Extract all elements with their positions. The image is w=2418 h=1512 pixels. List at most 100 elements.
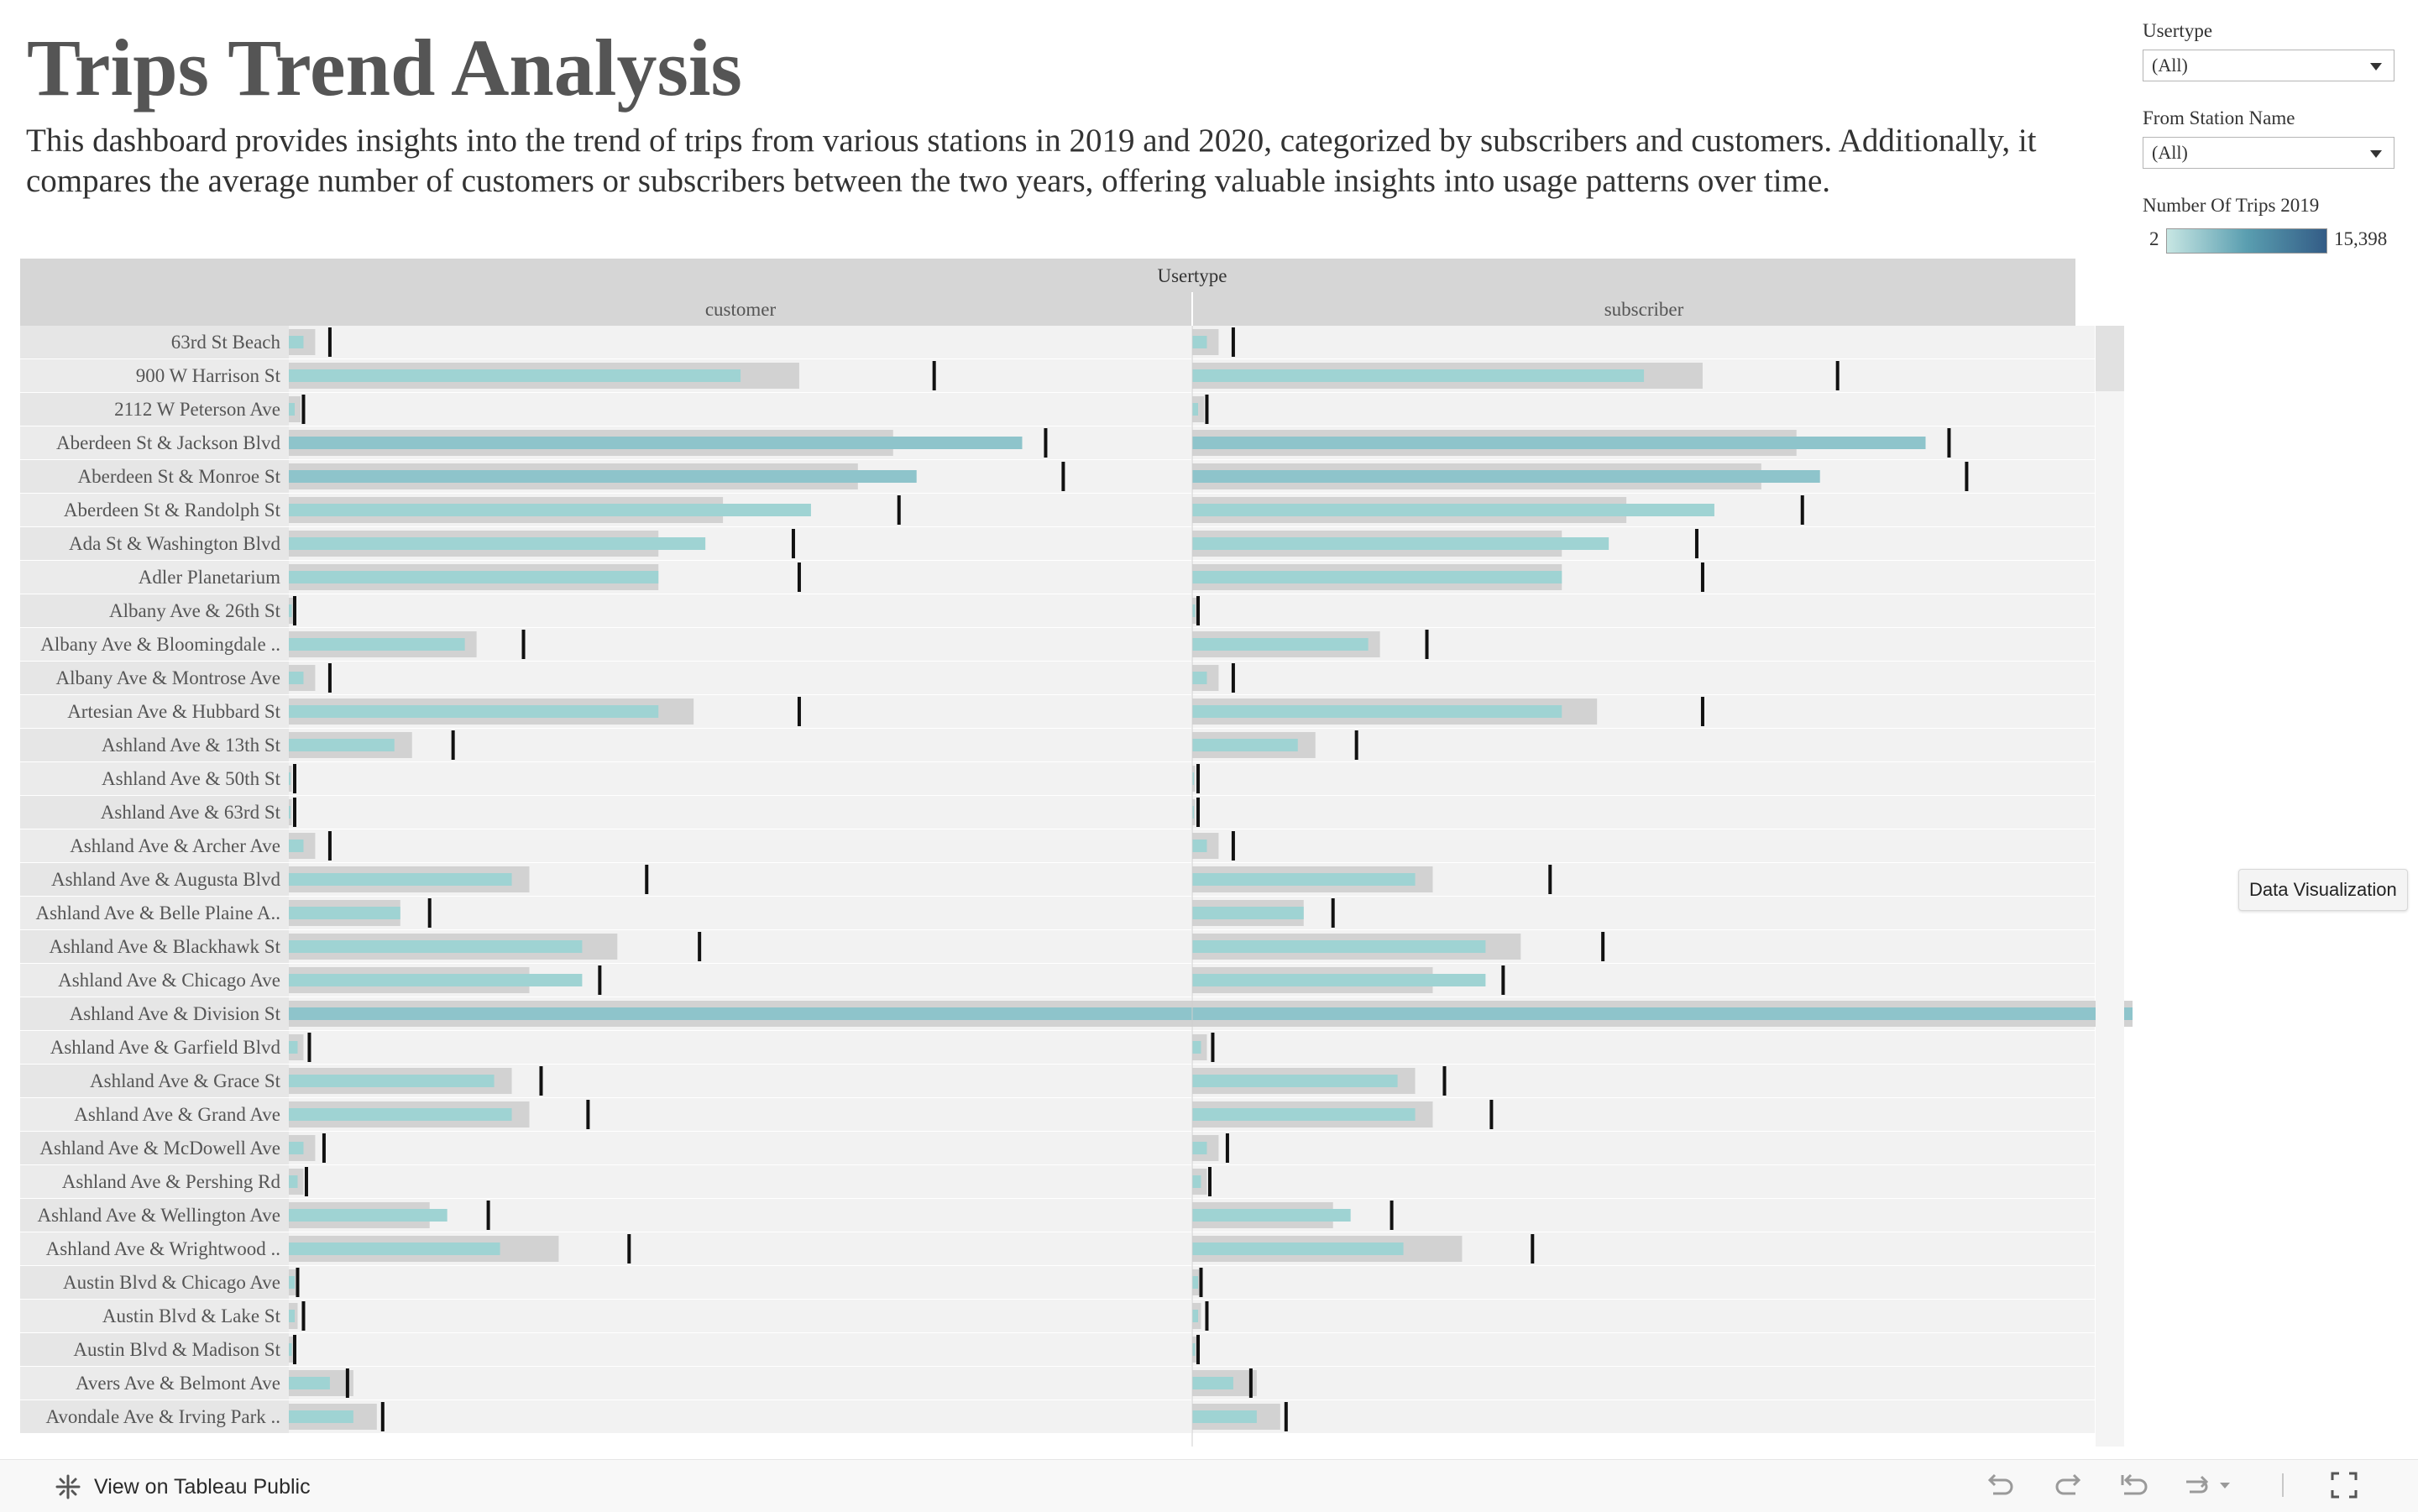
trips-bar-chart[interactable]: Usertype customer subscriber 63rd St Beach 9… bbox=[0, 259, 2133, 1447]
reference-line-customer bbox=[1061, 462, 1065, 491]
bar-cell bbox=[1192, 1165, 2095, 1198]
bar-2019-subscriber bbox=[1192, 504, 1714, 516]
station-label: Albany Ave & Montrose Ave bbox=[56, 667, 280, 688]
reference-line-customer bbox=[539, 1066, 543, 1096]
row-label-cell bbox=[20, 897, 289, 929]
usertype-filter-value: (All) bbox=[2152, 55, 2188, 76]
usertype-filter-dropdown[interactable]: (All) bbox=[2143, 50, 2394, 81]
row-label-cell bbox=[20, 1098, 289, 1131]
row-label-cell bbox=[20, 1333, 289, 1366]
bar-cell bbox=[289, 1367, 1191, 1400]
bar-2019-subscriber bbox=[1192, 403, 1198, 416]
bar-2019-customer bbox=[289, 873, 512, 886]
data-visualization-tooltip: Data Visualization bbox=[2238, 869, 2408, 911]
bar-2019-subscriber bbox=[1192, 1175, 1201, 1188]
reference-line-subscriber bbox=[1425, 630, 1429, 659]
station-label: Ashland Ave & 63rd St bbox=[101, 802, 281, 823]
station-label: Albany Ave & Bloomingdale .. bbox=[40, 634, 280, 655]
station-label: 900 W Harrison St bbox=[136, 365, 281, 386]
refresh-icon[interactable] bbox=[2181, 1470, 2235, 1500]
bar-2019-subscriber bbox=[1192, 336, 1207, 348]
bar-cell bbox=[289, 326, 1191, 358]
bar-2019-subscriber bbox=[1192, 470, 1820, 483]
reference-line-subscriber bbox=[1331, 898, 1335, 928]
station-label: Avondale Ave & Irving Park .. bbox=[45, 1406, 280, 1427]
bar-2019-subscriber bbox=[1192, 537, 1609, 550]
bar-cell bbox=[1192, 594, 2095, 627]
bar-cell bbox=[1192, 1333, 2095, 1366]
bar-2019-customer bbox=[289, 403, 295, 416]
row-label-cell bbox=[20, 359, 289, 392]
reference-line-customer bbox=[586, 1100, 590, 1129]
chart-vertical-scrollbar[interactable] bbox=[2096, 326, 2124, 1447]
bar-2019-subscriber bbox=[1192, 1075, 1398, 1087]
reference-line-customer bbox=[327, 831, 332, 861]
row-label-cell bbox=[20, 829, 289, 862]
fullscreen-icon[interactable] bbox=[2329, 1470, 2359, 1500]
view-on-tableau-public-link[interactable]: View on Tableau Public bbox=[54, 1472, 311, 1502]
bar-cell bbox=[289, 594, 1191, 627]
row-label-cell bbox=[20, 1400, 289, 1433]
reference-line-customer bbox=[932, 361, 936, 390]
row-label-cell bbox=[20, 964, 289, 997]
bar-2019-subscriber bbox=[1192, 571, 1562, 583]
row-label-cell bbox=[20, 762, 289, 795]
bar-cell bbox=[289, 1333, 1191, 1366]
redo-icon[interactable] bbox=[2052, 1470, 2086, 1500]
station-label: Austin Blvd & Lake St bbox=[102, 1305, 281, 1326]
station-label: Ashland Ave & McDowell Ave bbox=[39, 1138, 280, 1159]
color-legend-title: Number Of Trips 2019 bbox=[2143, 195, 2320, 216]
reference-line-customer bbox=[698, 932, 702, 961]
bar-2019-customer bbox=[289, 739, 395, 751]
reference-line-subscriber bbox=[1196, 798, 1200, 827]
bar-2019-subscriber bbox=[1192, 1041, 1201, 1054]
reference-line-customer bbox=[1044, 428, 1048, 458]
bar-cell bbox=[289, 393, 1191, 426]
station-label: Ashland Ave & Grand Ave bbox=[74, 1104, 280, 1125]
bar-cell bbox=[289, 1266, 1191, 1299]
row-label-cell bbox=[20, 594, 289, 627]
header-band bbox=[20, 259, 2075, 326]
reference-line-customer bbox=[301, 395, 306, 424]
bar-cell bbox=[1192, 829, 2095, 862]
station-label: Ashland Ave & Archer Ave bbox=[70, 835, 280, 856]
from-station-filter-dropdown[interactable]: (All) bbox=[2143, 137, 2394, 169]
reference-line-subscriber bbox=[1207, 1167, 1212, 1196]
view-on-tableau-public-label: View on Tableau Public bbox=[94, 1474, 311, 1499]
row-label-cell bbox=[20, 1232, 289, 1265]
station-label: Ashland Ave & 13th St bbox=[102, 735, 281, 756]
bar-2019-subscriber bbox=[1192, 1108, 1416, 1121]
revert-icon[interactable] bbox=[2117, 1470, 2151, 1500]
reference-line-customer bbox=[327, 663, 332, 693]
bar-2019-subscriber bbox=[1192, 873, 1416, 886]
bar-cell bbox=[289, 897, 1191, 929]
row-label-cell bbox=[20, 1266, 289, 1299]
undo-icon[interactable] bbox=[1983, 1470, 2017, 1500]
reference-line-customer bbox=[791, 529, 795, 558]
bar-2019-subscriber bbox=[1192, 806, 1195, 819]
dashboard-title: Trips Trend Analysis bbox=[27, 23, 742, 112]
bar-2019-customer bbox=[289, 1041, 298, 1054]
bar-2019-customer bbox=[289, 1142, 304, 1154]
scrollbar-thumb[interactable] bbox=[2096, 326, 2124, 391]
row-label-cell bbox=[20, 326, 289, 358]
station-label: Austin Blvd & Chicago Ave bbox=[63, 1272, 280, 1293]
row-label-cell bbox=[20, 1132, 289, 1164]
row-label-cell bbox=[20, 426, 289, 459]
bar-cell bbox=[1192, 393, 2095, 426]
row-label-cell bbox=[20, 997, 289, 1030]
row-label-cell bbox=[20, 494, 289, 526]
reference-line-subscriber bbox=[1211, 1033, 1215, 1062]
bar-cell bbox=[1192, 796, 2095, 829]
reference-line-customer bbox=[521, 630, 526, 659]
bar-2019-subscriber bbox=[1192, 1343, 1196, 1356]
bar-cell bbox=[289, 1400, 1191, 1433]
bar-2019-customer bbox=[289, 672, 304, 684]
dropdown-caret-icon bbox=[2370, 63, 2382, 71]
bar-2019-customer bbox=[289, 369, 741, 382]
reference-line-customer bbox=[296, 1268, 300, 1297]
row-label-cell bbox=[20, 695, 289, 728]
reference-line-subscriber bbox=[1225, 1133, 1229, 1163]
bar-2019-subscriber bbox=[1192, 638, 1369, 651]
reference-line-subscriber bbox=[1700, 562, 1704, 592]
